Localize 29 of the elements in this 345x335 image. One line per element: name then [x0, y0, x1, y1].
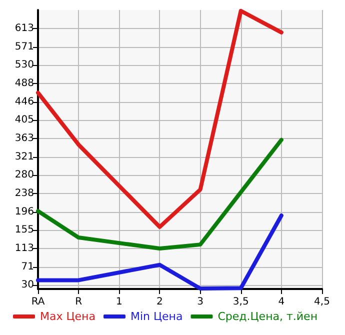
- legend-label: Min Цена: [130, 310, 183, 323]
- y-tick-label: 238: [14, 188, 34, 200]
- y-tick-label: 446: [14, 96, 34, 108]
- x-tick-label: R: [75, 296, 82, 308]
- y-tick-label: 530: [14, 60, 34, 71]
- x-tick-label: 4,5: [314, 296, 330, 308]
- line-series: [36, 8, 284, 229]
- y-tick-label: 571: [14, 41, 34, 52]
- y-tick-label: 488: [14, 78, 34, 89]
- y-tick-label: 30: [21, 280, 34, 291]
- legend-label: Max Цена: [40, 310, 96, 323]
- x-tick-label: 3: [197, 296, 204, 308]
- legend-label: Сред.Цена, т.йен: [218, 310, 318, 323]
- x-tick-label: 1: [116, 296, 122, 308]
- y-tick-label: 155: [14, 224, 34, 236]
- y-tick-label: 321: [14, 151, 34, 162]
- x-tick-label: 3,5: [232, 296, 249, 308]
- y-tick-label: 363: [14, 133, 34, 144]
- y-tick-label: 196: [14, 206, 34, 218]
- x-tick-label: 4: [278, 296, 285, 308]
- x-tick-label: RA: [31, 296, 45, 308]
- y-tick-label: 71: [21, 261, 34, 272]
- line-series: [36, 214, 284, 291]
- y-tick-label: 280: [14, 170, 34, 181]
- line-series: [36, 138, 284, 251]
- y-tick-label: 113: [14, 243, 34, 254]
- y-tick-label: 405: [14, 114, 34, 126]
- y-tick-label: 613: [14, 22, 34, 34]
- x-tick-label: 2: [156, 296, 163, 308]
